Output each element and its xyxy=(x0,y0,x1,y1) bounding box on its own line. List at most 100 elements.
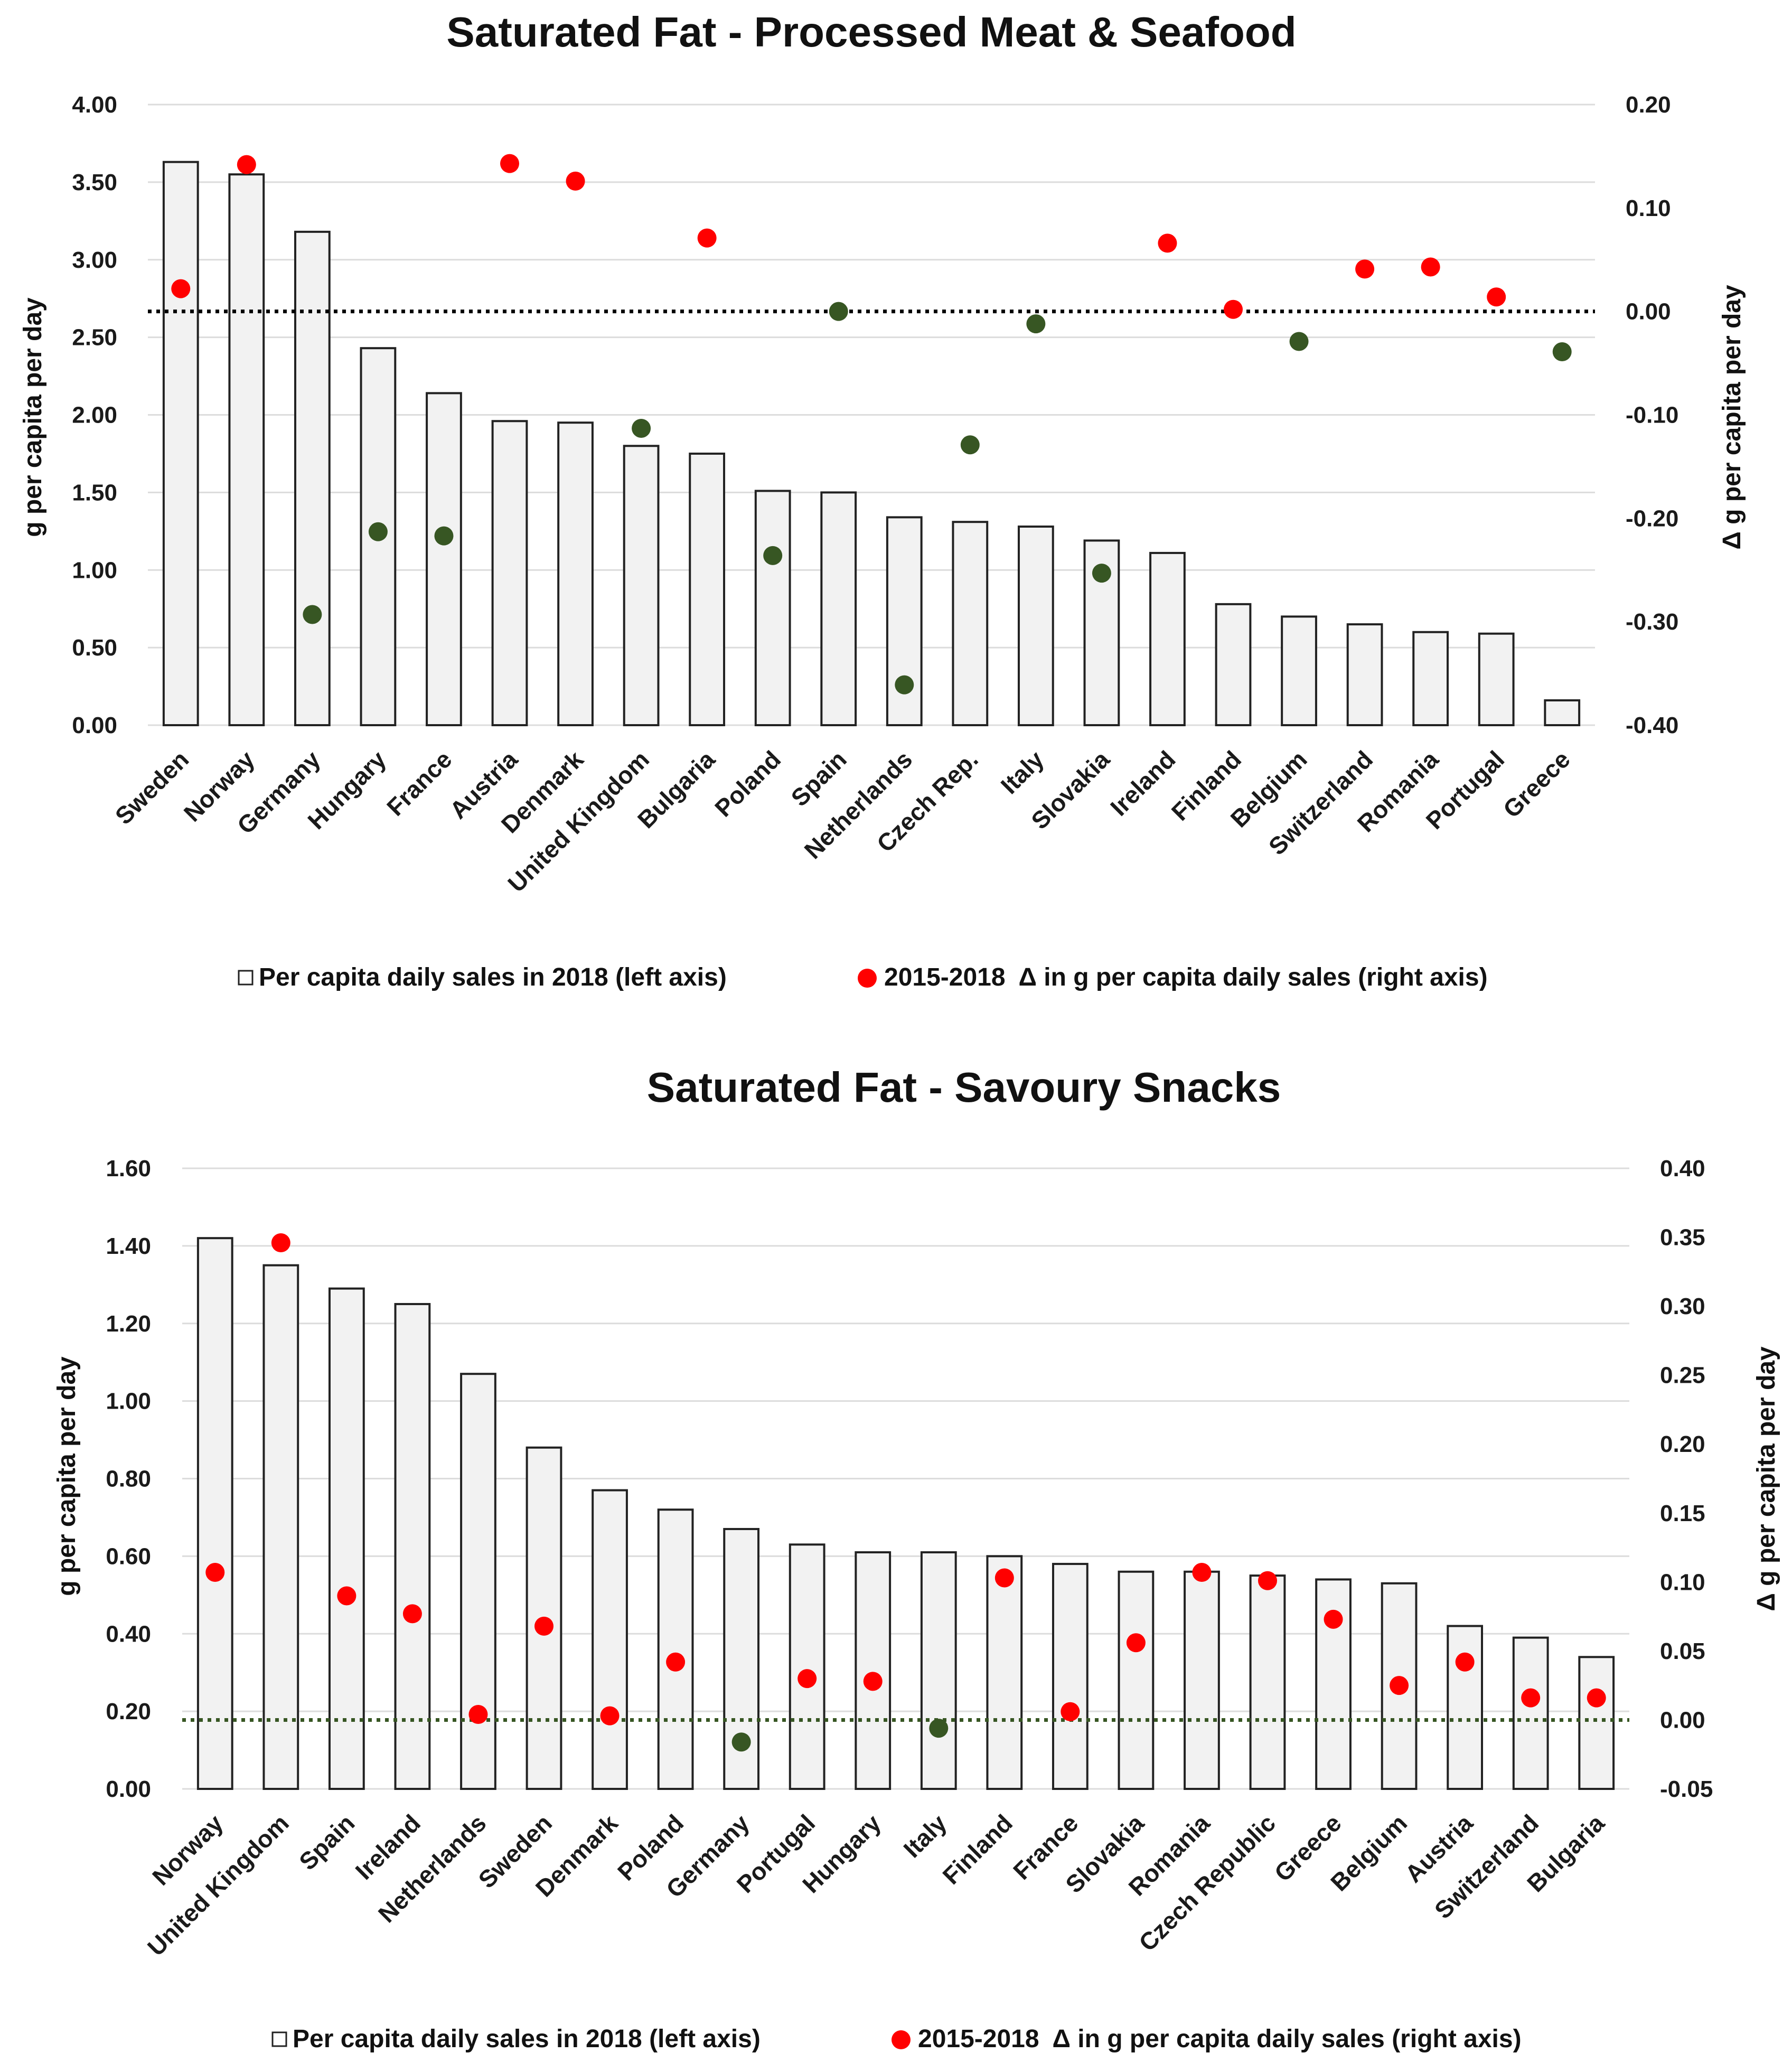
y-tick-label: 1.20 xyxy=(106,1311,151,1337)
delta-point xyxy=(1092,564,1111,583)
y2-tick-label: 0.00 xyxy=(1660,1707,1705,1733)
delta-point xyxy=(798,1669,817,1689)
bar xyxy=(1017,526,1054,726)
y-tick-label: 0.00 xyxy=(106,1776,151,1802)
y2-tick-label: 0.15 xyxy=(1660,1501,1705,1526)
legend-bar-label: Per capita daily sales in 2018 (left axi… xyxy=(293,2025,761,2053)
bar xyxy=(426,392,462,726)
chart2-legend: Per capita daily sales in 2018 (left axi… xyxy=(271,2025,1522,2053)
svg-text:g per capita per day: g per capita per day xyxy=(53,1356,81,1596)
y2-tick-label: 0.35 xyxy=(1660,1225,1705,1251)
delta-point xyxy=(1455,1652,1475,1672)
legend-dot-marker xyxy=(892,2030,911,2049)
delta-point xyxy=(1126,1633,1146,1653)
y2-tick-label: 0.10 xyxy=(1626,195,1671,221)
y-tick-label: 4.00 xyxy=(72,92,117,118)
bar xyxy=(394,1303,431,1790)
legend-dot-marker xyxy=(858,969,877,988)
bar xyxy=(228,173,265,726)
bar xyxy=(262,1264,299,1790)
y-tick-label: 0.00 xyxy=(72,712,117,738)
delta-point xyxy=(1026,314,1046,334)
bar xyxy=(1184,1570,1220,1790)
bar xyxy=(754,490,791,726)
y-tick-label: 2.00 xyxy=(72,402,117,428)
delta-point xyxy=(666,1652,686,1672)
svg-text:g per capita per day: g per capita per day xyxy=(19,297,47,537)
y2-tick-label: 0.40 xyxy=(1660,1156,1705,1182)
y2-tick-label: 0.20 xyxy=(1626,92,1671,118)
bar xyxy=(1412,631,1449,726)
y-tick-label: 1.00 xyxy=(106,1389,151,1414)
delta-point xyxy=(402,1604,422,1624)
y-tick-label: 1.40 xyxy=(106,1233,151,1259)
delta-point xyxy=(500,154,519,173)
bar xyxy=(1447,1625,1484,1790)
legend-dot-label: 2015-2018 Δ in g per capita daily sales … xyxy=(918,2025,1522,2053)
legend-bar-swatch xyxy=(238,970,254,986)
bar xyxy=(920,1551,957,1790)
category-label: France xyxy=(381,745,457,821)
delta-point xyxy=(895,675,914,695)
bar xyxy=(855,1551,892,1790)
delta-point xyxy=(1355,259,1375,279)
y2-tick-label: -0.20 xyxy=(1626,505,1678,531)
bar xyxy=(592,1489,628,1790)
delta-point xyxy=(1158,233,1177,253)
delta-point xyxy=(731,1732,751,1752)
delta-point xyxy=(1487,287,1506,307)
legend-bar-swatch xyxy=(271,2031,287,2047)
delta-point xyxy=(1224,299,1243,319)
svg-text:Δ g per capita per day: Δ g per capita per day xyxy=(1718,285,1746,550)
bar xyxy=(1578,1656,1615,1790)
bar xyxy=(1478,632,1515,726)
svg-text:Δ g per capita per day: Δ g per capita per day xyxy=(1752,1346,1780,1611)
y-tick-label: 2.50 xyxy=(72,325,117,351)
y-tick-label: 3.50 xyxy=(72,170,117,195)
chart1-title: Saturated Fat - Processed Meat & Seafood xyxy=(446,8,1296,55)
chart2-title: Saturated Fat - Savoury Snacks xyxy=(647,1064,1281,1111)
legend-bar-label: Per capita daily sales in 2018 (left axi… xyxy=(259,963,727,991)
y2-tick-label: -0.10 xyxy=(1626,402,1678,428)
bar xyxy=(657,1508,694,1790)
delta-point xyxy=(994,1568,1014,1588)
delta-point xyxy=(368,522,388,541)
bar xyxy=(1052,1563,1089,1790)
delta-point xyxy=(468,1705,488,1724)
y2-tick-label: 0.00 xyxy=(1626,299,1671,325)
delta-point xyxy=(1390,1676,1409,1695)
delta-point xyxy=(171,279,191,298)
delta-point xyxy=(1061,1702,1080,1721)
bar xyxy=(294,230,331,726)
category-label: Greece xyxy=(1498,745,1575,823)
delta-point xyxy=(1289,332,1309,351)
delta-point xyxy=(534,1616,553,1636)
delta-point xyxy=(763,546,783,565)
bar xyxy=(162,161,199,726)
legend-dot-label: 2015-2018 Δ in g per capita daily sales … xyxy=(884,963,1488,991)
y2-tick-label: 0.25 xyxy=(1660,1363,1705,1389)
delta-point xyxy=(1521,1688,1541,1708)
chart1-y2-axis-label: Δ g per capita per day xyxy=(1718,285,1746,550)
bar xyxy=(196,1237,233,1790)
delta-point xyxy=(271,1233,290,1252)
delta-point xyxy=(434,526,454,546)
delta-point xyxy=(303,605,322,624)
chart2-y2-axis-label: Δ g per capita per day xyxy=(1752,1346,1780,1611)
y2-tick-label: 0.30 xyxy=(1660,1293,1705,1319)
delta-point xyxy=(1421,257,1440,277)
category-label: Italy xyxy=(996,745,1049,799)
y2-tick-label: -0.40 xyxy=(1626,712,1678,738)
y-tick-label: 3.00 xyxy=(72,247,117,273)
y2-tick-label: 0.05 xyxy=(1660,1638,1705,1664)
delta-point xyxy=(632,418,651,438)
delta-point xyxy=(600,1706,620,1726)
y2-tick-label: 0.10 xyxy=(1660,1569,1705,1595)
y-tick-label: 1.50 xyxy=(72,480,117,505)
delta-point xyxy=(1192,1563,1212,1582)
delta-point xyxy=(566,171,585,191)
bar xyxy=(1249,1574,1286,1790)
y2-tick-label: -0.05 xyxy=(1660,1776,1713,1802)
delta-point xyxy=(697,228,717,248)
